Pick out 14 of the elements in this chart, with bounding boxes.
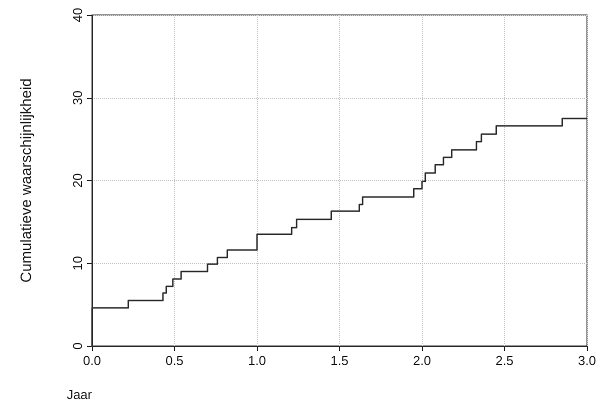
y-tick-label: 30 <box>70 90 85 105</box>
y-tick-label: 40 <box>70 8 85 22</box>
y-tick-label: 20 <box>70 173 85 188</box>
x-tick-label: 0.5 <box>165 353 184 368</box>
y-tick-label: 10 <box>70 256 85 270</box>
x-tick-label: 1.0 <box>248 353 266 368</box>
x-tick-label: 2.5 <box>495 353 514 368</box>
x-tick-label: 3.0 <box>578 353 596 368</box>
y-tick-label: 0 <box>70 342 85 350</box>
y-axis-title: Cumulatieve waarschijnlijkheid <box>18 78 35 283</box>
x-tick-label: 2.0 <box>412 353 432 368</box>
x-tick-label: 1.5 <box>330 353 349 368</box>
x-axis-title: Jaar <box>66 387 93 402</box>
x-tick-label: 0.0 <box>82 353 102 368</box>
